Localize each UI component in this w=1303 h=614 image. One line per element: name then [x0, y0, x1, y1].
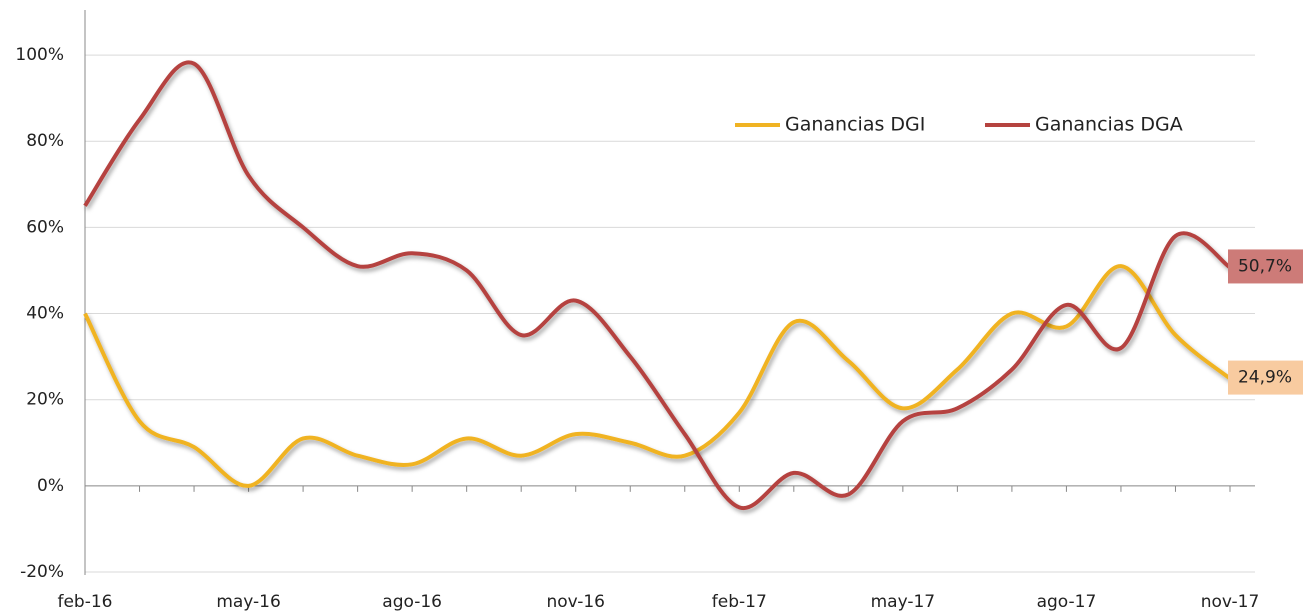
- y-tick-label: 80%: [26, 131, 64, 151]
- y-tick-label: 100%: [15, 45, 64, 65]
- y-tick-label: 60%: [26, 217, 64, 237]
- series-line: [83, 264, 1232, 488]
- value-label-box: [1228, 360, 1303, 395]
- x-tick-label: may-17: [871, 592, 936, 612]
- value-label-box: [1228, 249, 1303, 284]
- x-tick-label: may-16: [216, 592, 281, 612]
- x-tick-label: feb-17: [712, 592, 767, 612]
- x-tick-label: nov-16: [546, 592, 605, 612]
- y-tick-label: 0%: [37, 476, 64, 496]
- x-tick-label: nov-17: [1201, 592, 1260, 612]
- y-tick-label: 40%: [26, 304, 64, 324]
- value-label: 24,9%: [1238, 368, 1292, 388]
- x-tick-label: feb-16: [57, 592, 112, 612]
- legend-label: Ganancias DGI: [785, 114, 925, 136]
- x-tick-label: ago-17: [1037, 592, 1097, 612]
- y-tick-label: 20%: [26, 390, 64, 410]
- value-label: 50,7%: [1238, 256, 1292, 276]
- series-line: [83, 60, 1232, 510]
- x-tick-label: ago-16: [382, 592, 442, 612]
- y-tick-label: -20%: [20, 562, 64, 582]
- legend-label: Ganancias DGA: [1035, 114, 1183, 136]
